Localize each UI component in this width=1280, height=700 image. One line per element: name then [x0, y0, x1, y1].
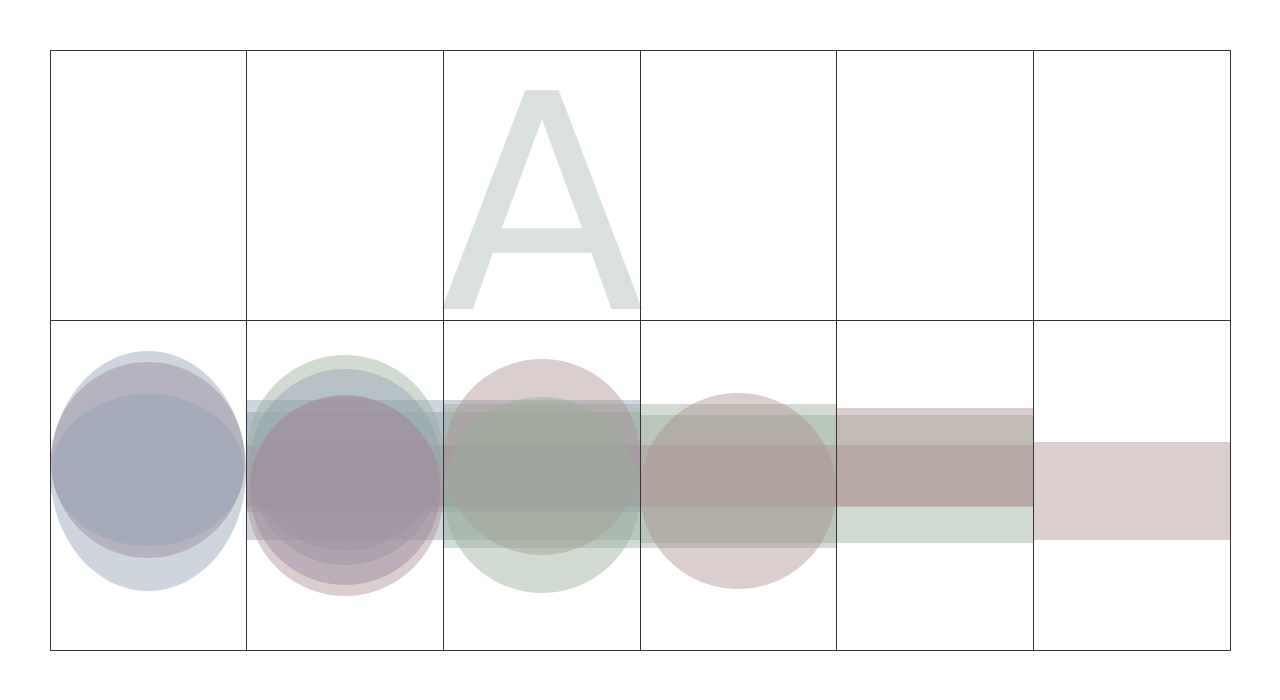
oval-sage-2 — [444, 397, 640, 593]
oval-rose-2 — [444, 359, 640, 555]
grid-lines — [50, 50, 1231, 651]
oval-sage-1 — [247, 355, 443, 551]
oval-slate-2 — [52, 394, 244, 546]
oval-rose-3 — [640, 393, 836, 589]
oval-rose-1 — [247, 396, 443, 596]
band-rose-3 — [1034, 442, 1230, 540]
oval-mauve-2 — [250, 395, 440, 585]
oval-mauve-1 — [51, 362, 245, 558]
band-rose-2 — [837, 408, 1033, 506]
letter-glyph: A — [439, 31, 645, 380]
oval-slate-3 — [249, 369, 441, 565]
oval-slate-1 — [50, 351, 246, 591]
